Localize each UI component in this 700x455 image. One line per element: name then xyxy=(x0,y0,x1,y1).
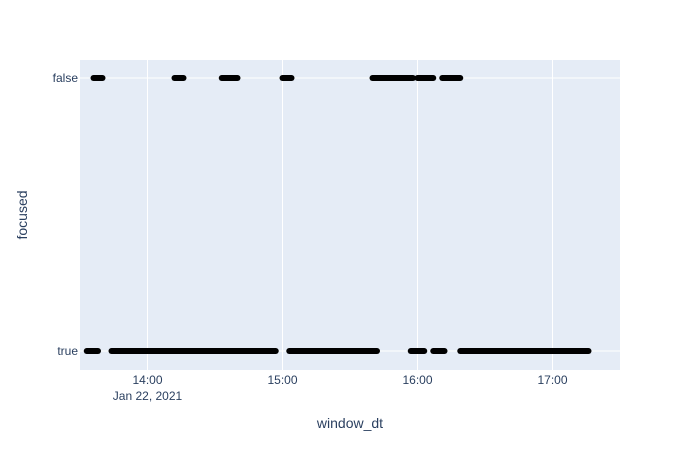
plot-area xyxy=(80,60,620,370)
y-tick-labels: true false xyxy=(53,71,79,358)
y-axis-title: focused xyxy=(14,190,30,239)
x-tick-labels: 14:00 Jan 22, 2021 15:00 16:00 17:00 xyxy=(113,373,568,403)
x-tick-label: 15:00 xyxy=(267,373,297,387)
y-tick-label-false: false xyxy=(53,71,79,85)
data-markers xyxy=(83,75,592,354)
x-tick-label: 14:00 xyxy=(132,373,162,387)
x-tick-sublabel: Jan 22, 2021 xyxy=(113,389,183,403)
y-tick-label-true: true xyxy=(57,344,78,358)
x-tick-label: 17:00 xyxy=(537,373,567,387)
x-axis-title: window_dt xyxy=(316,415,383,431)
x-tick-label: 16:00 xyxy=(402,373,432,387)
